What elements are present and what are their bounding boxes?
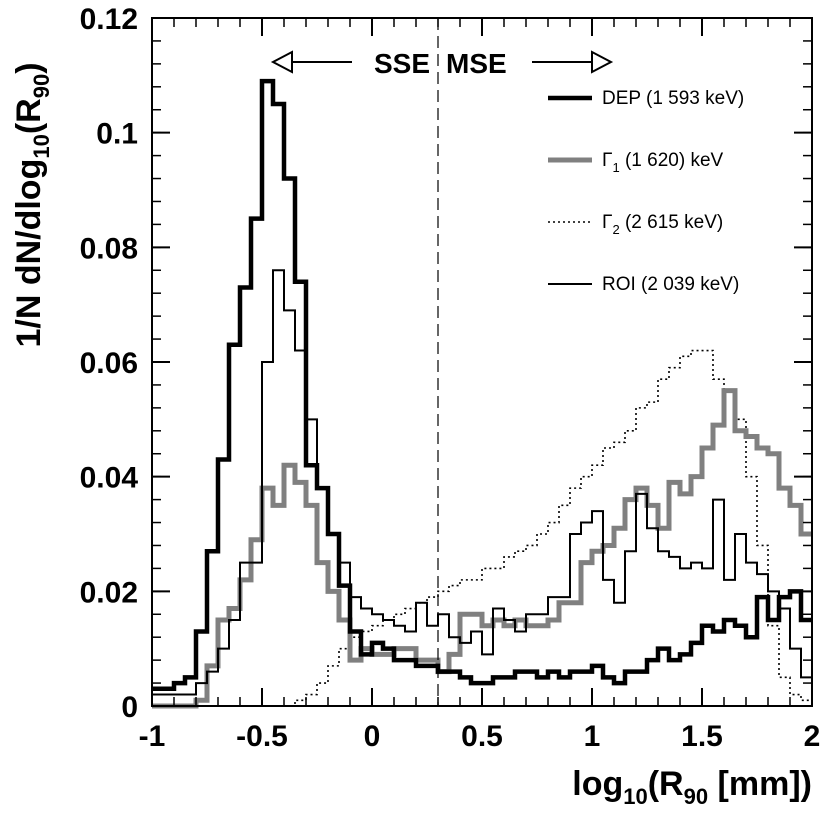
- y-tick-label: 0.1: [96, 118, 138, 151]
- series-line-3: [152, 349, 812, 707]
- x-tick-label: 0: [364, 720, 381, 753]
- mse-arrow-head: [591, 50, 614, 74]
- sse-arrow-head: [270, 50, 293, 74]
- series-layer: [152, 78, 812, 709]
- y-tick-label: 0.08: [80, 232, 138, 265]
- plot-frame: [151, 17, 813, 707]
- y-tick-label: 0.02: [80, 576, 138, 609]
- x-tick-label: -1: [139, 720, 166, 753]
- x-tick-label: -0.5: [236, 720, 288, 753]
- series-line-4: [152, 269, 812, 696]
- y-tick-label: 0.12: [80, 3, 138, 36]
- y-tick-label: 0: [121, 691, 138, 724]
- legend-label-1: DEP (1 593 keV): [602, 88, 744, 109]
- mse-label: MSE: [446, 48, 507, 79]
- y-tick-label: 0.04: [80, 462, 139, 495]
- ticks-layer: -1 -0.5 0 0.5 1 1.5 2 0 0.02 0.04 0.06 0.08 0.1 0.12: [80, 3, 821, 753]
- sse-label: SSE: [374, 48, 430, 79]
- series-line-1: [152, 78, 812, 692]
- y-tick-label: 0.06: [80, 347, 138, 380]
- legend: DEP (1 593 keV) Γ1 (1 620) keV Γ2 (2 615 k…: [548, 88, 744, 295]
- x-tick-label: 1: [584, 720, 601, 753]
- y-axis-title: 1/N dN/dlog10(R90): [10, 62, 54, 347]
- region-annotation: SSE MSE: [270, 48, 614, 79]
- x-tick-label: 0.5: [461, 720, 503, 753]
- x-tick-label: 1.5: [681, 720, 723, 753]
- legend-label-3: Γ2 (2 615 keV): [602, 212, 723, 237]
- x-axis-title: log10(R90 [mm]): [572, 765, 812, 809]
- legend-label-2: Γ1 (1 620) keV: [602, 150, 724, 175]
- legend-label-4: ROI (2 039 keV): [602, 274, 739, 295]
- x-tick-label: 2: [804, 720, 821, 753]
